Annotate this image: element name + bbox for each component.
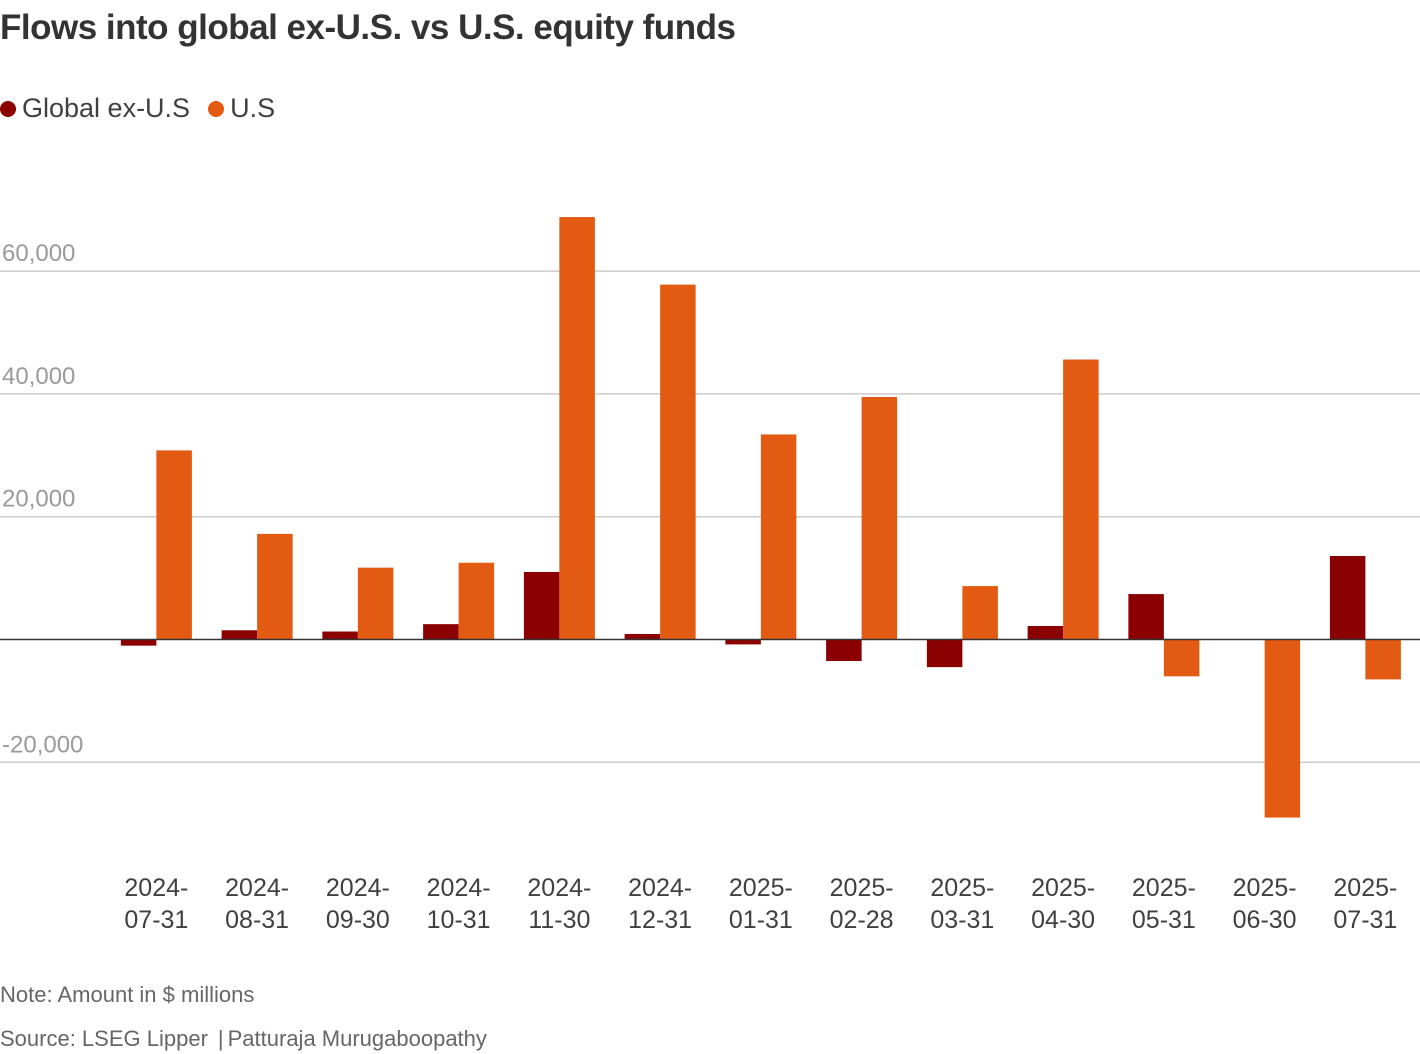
bar-global: [523, 571, 560, 640]
x-tick-label: 07-31: [124, 906, 188, 934]
legend-item-us: U.S: [208, 93, 275, 124]
bar-global: [221, 630, 258, 640]
chart-source: Source: LSEG Lipper | Patturaja Murugaboop…: [0, 1026, 487, 1052]
x-tick-label: 2025-: [830, 874, 894, 902]
x-tick-label: 2025-: [930, 874, 994, 902]
x-tick-label: 2024-: [124, 874, 188, 902]
legend-swatch-global: [0, 100, 16, 117]
bar-global: [1027, 625, 1064, 640]
bar-global: [725, 639, 761, 645]
x-tick-label: 2024-: [427, 874, 491, 902]
bar-us: [861, 396, 898, 640]
bar-us: [156, 450, 192, 640]
x-tick-label: 01-31: [729, 906, 793, 934]
bar-us: [257, 533, 293, 640]
x-tick-label: 07-31: [1333, 906, 1397, 934]
source-author: Patturaja Murugaboopathy: [227, 1026, 487, 1051]
legend-item-global: Global ex-U.S: [0, 93, 190, 124]
y-tick-label: -20,000: [2, 731, 83, 758]
legend-swatch-us: [208, 100, 225, 117]
x-tick-label: 09-30: [326, 906, 390, 934]
x-tick-label: 02-28: [830, 906, 894, 934]
x-tick-label: 05-31: [1132, 906, 1196, 934]
x-tick-label: 2024-: [326, 874, 390, 902]
bar-global: [1329, 555, 1366, 640]
x-tick-label: 2025-: [1132, 874, 1196, 902]
y-tick-label: 20,000: [2, 486, 75, 513]
x-tick-label: 2024-: [628, 874, 692, 902]
x-tick-label: 08-31: [225, 906, 289, 934]
bar-global: [120, 639, 157, 646]
bar-us: [962, 586, 998, 640]
source-text: Source: LSEG Lipper: [0, 1026, 208, 1051]
bar-us: [1063, 359, 1099, 640]
bar-global: [1128, 594, 1164, 640]
x-tick-label: 03-31: [930, 906, 994, 934]
legend-label-global: Global ex-U.S: [22, 93, 191, 123]
bar-us: [1163, 639, 1200, 677]
bar-chart: -20,000 20,000 40,000 60,000 2024- 07-31 2024-…: [0, 217, 1420, 934]
y-tick-label: 40,000: [2, 363, 75, 390]
bar-global: [423, 624, 459, 640]
x-tick-label: 2025-: [729, 874, 793, 902]
x-tick-label: 06-30: [1233, 906, 1297, 934]
chart-title: Flows into global ex-U.S. vs U.S. equity…: [0, 8, 736, 47]
bar-us: [559, 217, 595, 640]
bar-global: [926, 639, 963, 668]
x-tick-label: 11-30: [528, 906, 590, 934]
x-tick-label: 2025-: [1333, 874, 1397, 902]
bar-global: [624, 633, 661, 640]
legend-label-us: U.S: [230, 93, 276, 123]
x-tick-label: 12-31: [628, 906, 692, 934]
bar-us: [1365, 639, 1401, 680]
x-tick-label: 2025-: [1031, 874, 1095, 902]
bar-us: [660, 284, 696, 640]
x-tick-label: 2025-: [1233, 874, 1297, 902]
legend: Global ex-U.S U.S: [0, 93, 293, 124]
y-tick-label: 60,000: [2, 240, 75, 267]
bar-us: [458, 562, 495, 640]
x-tick-label: 2024-: [225, 874, 289, 902]
source-separator: |: [217, 1026, 224, 1051]
x-tick-label: 10-31: [427, 906, 491, 934]
chart-note: Note: Amount in $ millions: [0, 982, 255, 1007]
bar-global: [322, 631, 358, 640]
x-tick-label: 04-30: [1031, 906, 1095, 934]
bar-us: [760, 434, 797, 640]
x-tick-label: 2024-: [527, 874, 591, 902]
bar-us: [1264, 639, 1301, 818]
bar-global: [826, 639, 862, 661]
bar-us: [357, 567, 394, 640]
